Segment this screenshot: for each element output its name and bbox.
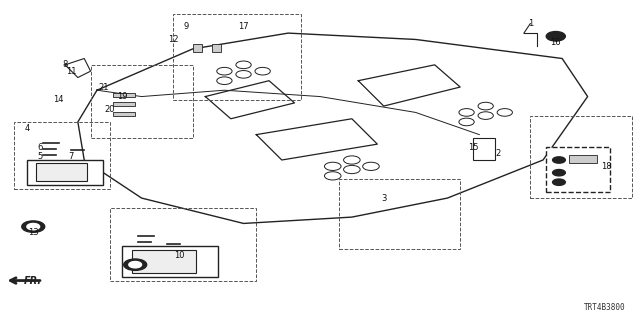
Text: 9: 9	[184, 22, 189, 31]
FancyBboxPatch shape	[36, 163, 88, 180]
Text: 2: 2	[496, 149, 501, 158]
Circle shape	[27, 223, 40, 230]
Text: 11: 11	[66, 67, 77, 76]
Bar	[339, 179, 460, 249]
Text: 18: 18	[602, 162, 612, 171]
Circle shape	[546, 32, 565, 41]
Text: 13: 13	[28, 228, 38, 237]
Text: 20: 20	[104, 105, 115, 114]
Bar	[91, 65, 193, 138]
Text: FR.: FR.	[24, 276, 42, 285]
Text: 16: 16	[550, 38, 561, 47]
Text: 7: 7	[68, 152, 74, 161]
Circle shape	[129, 261, 141, 268]
Circle shape	[552, 157, 565, 163]
Bar	[113, 112, 135, 116]
Circle shape	[552, 179, 565, 185]
Circle shape	[22, 221, 45, 232]
FancyBboxPatch shape	[132, 251, 196, 273]
Bar	[193, 44, 202, 52]
Bar	[109, 208, 256, 281]
Text: 1: 1	[527, 19, 533, 28]
FancyBboxPatch shape	[122, 246, 218, 277]
Text: 3: 3	[381, 194, 387, 203]
Bar	[473, 138, 495, 160]
Bar	[14, 122, 109, 188]
Bar	[173, 14, 301, 100]
Text: 19: 19	[117, 92, 128, 101]
Text: 6: 6	[37, 143, 42, 152]
Text: 5: 5	[37, 152, 42, 161]
Circle shape	[552, 170, 565, 176]
Text: TRT4B3800: TRT4B3800	[584, 303, 626, 312]
Text: 15: 15	[468, 143, 478, 152]
Text: 14: 14	[54, 95, 64, 104]
FancyBboxPatch shape	[546, 147, 610, 192]
Text: 21: 21	[98, 83, 109, 92]
Bar	[212, 44, 221, 52]
Text: 12: 12	[168, 35, 179, 44]
Circle shape	[124, 259, 147, 270]
Text: 8: 8	[63, 60, 68, 69]
Text: 10: 10	[175, 251, 185, 260]
Text: 17: 17	[238, 22, 249, 31]
Bar	[113, 93, 135, 97]
Bar	[531, 116, 632, 198]
Text: 4: 4	[24, 124, 29, 133]
Bar	[568, 155, 597, 163]
Bar	[113, 102, 135, 106]
FancyBboxPatch shape	[27, 160, 103, 185]
